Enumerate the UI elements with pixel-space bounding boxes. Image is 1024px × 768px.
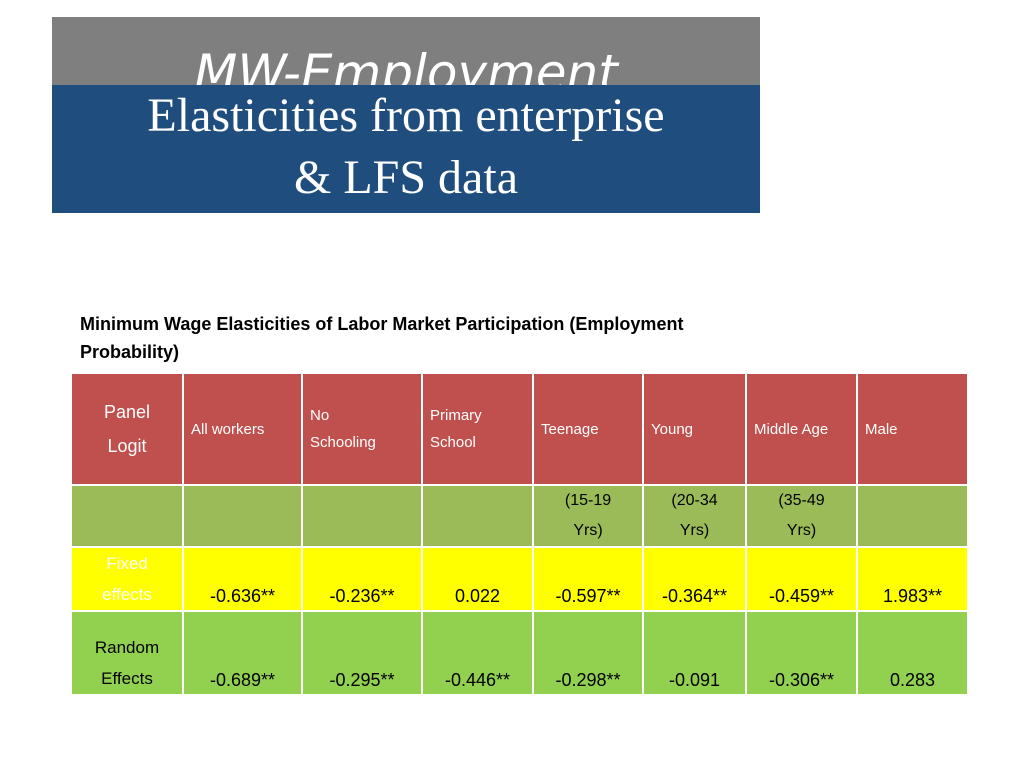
table-cell: -0.446** <box>421 610 534 696</box>
table-cell: -0.597** <box>532 546 644 612</box>
table-cell: -0.306** <box>745 610 858 696</box>
table-cell: 0.283 <box>856 610 969 696</box>
age-range-line-2: Yrs) <box>573 522 603 539</box>
row-label-line-2: effects <box>102 585 152 604</box>
title-gray-band: MW-Employment <box>52 17 760 85</box>
column-header-middle-age: Middle Age <box>745 372 858 486</box>
table-cell: 1.983** <box>856 546 969 612</box>
age-range-cell <box>856 484 969 548</box>
column-header-young: Young <box>642 372 747 486</box>
table-cell: -0.298** <box>532 610 644 696</box>
table-cell: -0.689** <box>182 610 303 696</box>
row-label-line-1: Fixed <box>106 554 148 573</box>
column-header-line-1: Teenage <box>541 420 599 438</box>
column-header-no-schooling: No Schooling <box>301 372 423 486</box>
column-header-line-2: School <box>430 434 476 451</box>
slide-title-line-2: & LFS data <box>294 151 518 204</box>
table-cell: -0.636** <box>182 546 303 612</box>
column-header-line-1: Young <box>651 420 693 438</box>
column-header-primary-school: Primary School <box>421 372 534 486</box>
table-cell: -0.295** <box>301 610 423 696</box>
title-blue-band: Elasticities from enterprise & LFS data <box>52 85 760 213</box>
age-range-cell <box>182 484 303 548</box>
table-caption-line-1: Minimum Wage Elasticities of Labor Marke… <box>80 314 684 334</box>
stub-header-cell: Panel Logit <box>70 372 184 486</box>
table-cell: -0.236** <box>301 546 423 612</box>
column-header-line-2: Schooling <box>310 434 376 451</box>
age-range-line-1: (20-34 <box>671 492 718 509</box>
age-range-line-1: (15-19 <box>564 492 612 509</box>
column-header-line-1: No <box>310 407 330 424</box>
age-range-cell <box>301 484 423 548</box>
column-header-line-1: Primary <box>430 407 482 424</box>
table-cell: -0.459** <box>745 546 858 612</box>
age-range-line-1: (35-49 <box>778 492 825 509</box>
table-row-fixed-effects: Fixed effects -0.636** -0.236** 0.022 -0… <box>70 546 969 612</box>
age-range-line-2: Yrs) <box>786 522 817 539</box>
table-cell: -0.091 <box>642 610 747 696</box>
column-header-line-1: Middle Age <box>754 420 829 438</box>
table-caption: Minimum Wage Elasticities of Labor Marke… <box>80 310 910 366</box>
column-header-male: Male <box>856 372 969 486</box>
table-header-row: Panel Logit All workers No Schooling Pri… <box>70 372 969 486</box>
row-label-random-effects: Random Effects <box>70 610 184 696</box>
column-header-line-1: Male <box>865 420 898 438</box>
age-range-cell-young: (20-34 Yrs) <box>642 484 747 548</box>
table-row-random-effects: Random Effects -0.689** -0.295** -0.446*… <box>70 610 969 696</box>
table-cell: -0.364** <box>642 546 747 612</box>
age-range-row: (15-19 Yrs) (20-34 Yrs) (35-49 Yrs) <box>70 484 969 548</box>
column-header-line-1: All workers <box>191 420 265 438</box>
stub-header-line-1: Panel <box>103 402 151 422</box>
row-label-line-1: Random <box>94 638 160 657</box>
column-header-all-workers: All workers <box>182 372 303 486</box>
age-range-cell-teenage: (15-19 Yrs) <box>532 484 644 548</box>
age-range-line-2: Yrs) <box>679 522 710 539</box>
slide-title-line-1: Elasticities from enterprise <box>147 89 665 142</box>
elasticities-table: Panel Logit All workers No Schooling Pri… <box>70 372 969 696</box>
slide-title-top: MW-Employment <box>194 44 618 85</box>
row-label-fixed-effects: Fixed effects <box>70 546 184 612</box>
row-label-line-2: Effects <box>101 669 153 688</box>
age-range-cell <box>421 484 534 548</box>
table-cell: 0.022 <box>421 546 534 612</box>
table-caption-line-2: Probability) <box>80 342 180 362</box>
column-header-teenage: Teenage <box>532 372 644 486</box>
age-range-stub-cell <box>70 484 184 548</box>
stub-header-line-2: Logit <box>107 436 147 456</box>
age-range-cell-middle-age: (35-49 Yrs) <box>745 484 858 548</box>
